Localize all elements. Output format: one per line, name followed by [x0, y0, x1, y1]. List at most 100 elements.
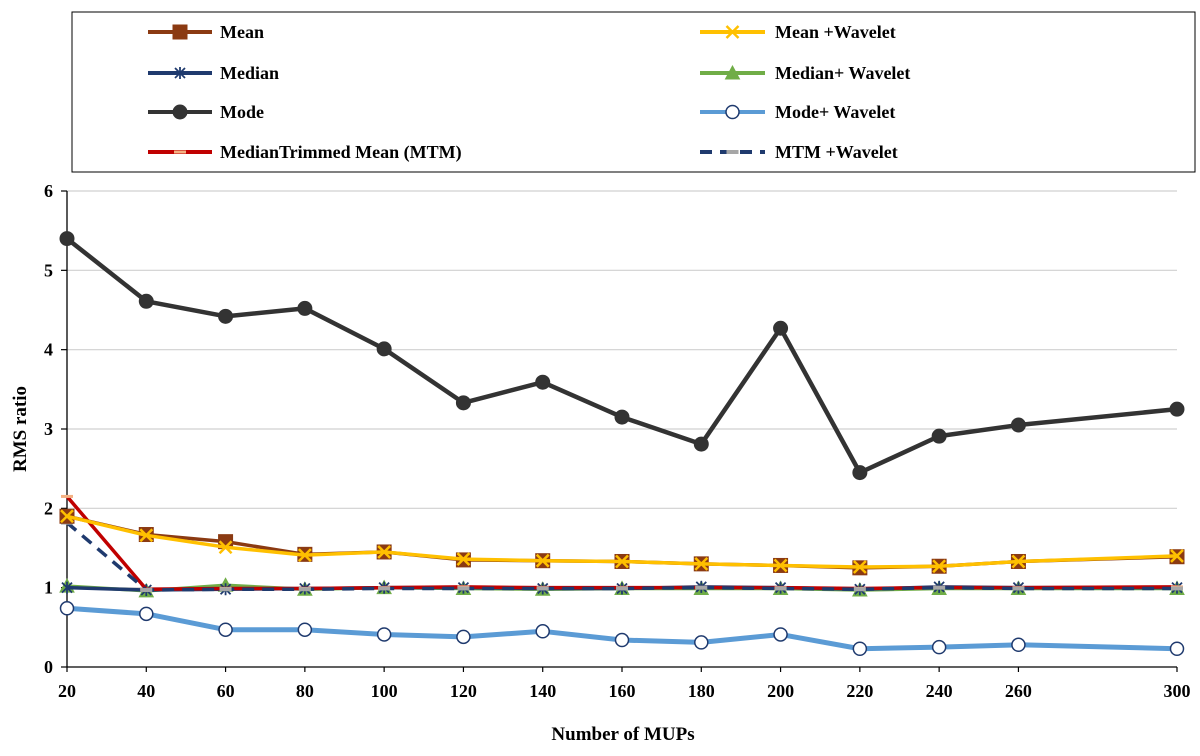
y-axis-title: RMS ratio	[10, 386, 31, 472]
y-tick-label: 3	[44, 419, 53, 439]
legend-label: Median	[220, 63, 279, 83]
x-marker-stroke	[60, 509, 74, 524]
x-marker-stroke	[773, 558, 788, 573]
legend-item-mediantrimmed-mean-mtm: MedianTrimmed Mean (MTM)	[148, 142, 462, 163]
data-point-mode-wavelet	[773, 627, 788, 642]
data-point-mean-wavelet	[773, 558, 788, 573]
data-point-mean-wavelet	[139, 528, 154, 543]
data-point-mode-wavelet	[139, 606, 154, 622]
x-marker-stroke	[615, 554, 629, 569]
data-point-mode-wavelet	[297, 622, 313, 637]
series-mean-wavelet	[60, 509, 1184, 574]
x-tick-label: 220	[846, 681, 873, 701]
data-point-mean-wavelet	[60, 509, 74, 524]
data-point-mode	[535, 374, 551, 390]
legend: Mean Median Mode MedianTrimmed Mean (MTM) Me…	[71, 11, 1196, 173]
x-marker-stroke	[139, 528, 154, 543]
x-tick-label: 60	[217, 681, 235, 701]
data-point-mode	[1169, 401, 1185, 417]
data-point-mode-wavelet	[376, 627, 392, 642]
legend-swatch-marker	[724, 64, 741, 80]
y-tick-label: 0	[44, 657, 53, 677]
legend-label: MedianTrimmed Mean (MTM)	[220, 142, 462, 163]
legend-item-mtm-wavelet: MTM +Wavelet	[700, 142, 898, 162]
x-axis-title: Number of MUPs	[551, 724, 694, 745]
x-marker-stroke	[1011, 554, 1026, 569]
x-tick-label: 300	[1164, 681, 1191, 701]
legend-swatch-marker	[172, 24, 188, 40]
data-point-mean-wavelet	[456, 552, 471, 566]
data-point-median	[61, 581, 73, 594]
data-point-mean-wavelet	[932, 559, 947, 574]
x-marker-stroke	[852, 560, 867, 574]
legend-label: Mode	[220, 102, 264, 122]
legend-item-mean: Mean	[148, 22, 264, 42]
x-marker-stroke	[932, 559, 947, 574]
data-point-mean-wavelet	[297, 548, 312, 563]
x-tick-label: 240	[926, 681, 953, 701]
data-point-mean-wavelet	[852, 560, 867, 574]
series-line-mtm-wavelet	[65, 521, 1177, 592]
x-tick-label: 140	[529, 681, 556, 701]
data-point-mean-wavelet	[218, 540, 233, 555]
x-marker-stroke	[725, 25, 740, 39]
data-point-mode-wavelet	[614, 632, 630, 648]
y-tick-label: 5	[44, 260, 53, 280]
data-point-mode-wavelet	[1011, 637, 1026, 653]
data-point-mean-wavelet	[1170, 549, 1184, 563]
data-point-mode-wavelet	[59, 601, 75, 616]
series-mode-wavelet	[59, 601, 1185, 657]
data-point-mean-wavelet	[377, 545, 392, 559]
data-point-mode	[773, 320, 789, 336]
legend-label: MTM +Wavelet	[775, 142, 898, 162]
data-point-mode	[852, 465, 868, 481]
series-mode	[59, 231, 1185, 481]
y-tick-label: 1	[44, 578, 53, 598]
x-marker-stroke	[218, 540, 233, 555]
data-point-mode-wavelet	[535, 624, 550, 639]
legend-label: Mode+ Wavelet	[775, 102, 895, 122]
series-line-mode	[65, 236, 1178, 475]
legend-item-mean-wavelet: Mean +Wavelet	[700, 22, 896, 42]
x-marker-stroke	[1170, 549, 1184, 563]
data-point-mode-wavelet	[931, 639, 947, 655]
data-point-mode-wavelet	[852, 641, 868, 657]
x-tick-label: 20	[58, 681, 76, 701]
x-marker-stroke	[377, 545, 392, 559]
legend-border	[71, 11, 1196, 173]
x-tick-label: 200	[767, 681, 794, 701]
data-point-mode-wavelet	[456, 629, 471, 645]
legend-swatch-marker	[725, 104, 740, 120]
x-marker-stroke	[456, 552, 471, 566]
data-point-mode	[59, 231, 75, 247]
x-tick-label: 260	[1005, 681, 1032, 701]
legend-label: Mean +Wavelet	[775, 22, 896, 42]
y-tick-label: 2	[44, 498, 53, 518]
legend-swatch-marker	[172, 104, 188, 120]
data-point-mode	[693, 436, 709, 452]
x-tick-label: 40	[137, 681, 155, 701]
plot-area: 0 1 2 3 4 5 6 20 40 60 80 100 120 140 160 180 200 220 240 2…	[44, 181, 1191, 701]
legend-swatch-marker	[174, 67, 186, 79]
data-point-mean-wavelet	[1011, 554, 1026, 569]
data-point-mode	[455, 395, 471, 411]
y-tick-label: 6	[44, 181, 53, 201]
x-tick-label: 80	[296, 681, 314, 701]
data-point-mode-wavelet	[1169, 641, 1185, 657]
data-point-mean-wavelet	[694, 556, 709, 571]
x-marker-stroke	[297, 548, 312, 563]
x-tick-label: 100	[371, 681, 398, 701]
data-point-mean-wavelet	[535, 553, 550, 568]
x-tick-label: 160	[609, 681, 636, 701]
series-line-mode-wavelet	[66, 605, 1178, 652]
data-point-mode	[1010, 417, 1026, 433]
x-marker-stroke	[694, 556, 709, 571]
legend-item-mode-wavelet: Mode+ Wavelet	[700, 102, 895, 122]
x-tick-label: 120	[450, 681, 477, 701]
y-tick-label: 4	[44, 340, 53, 360]
legend-item-median-wavelet: Median+ Wavelet	[700, 63, 910, 83]
data-point-mode	[218, 308, 234, 324]
data-point-mode-wavelet	[218, 622, 233, 637]
x-tick-label: 180	[688, 681, 715, 701]
